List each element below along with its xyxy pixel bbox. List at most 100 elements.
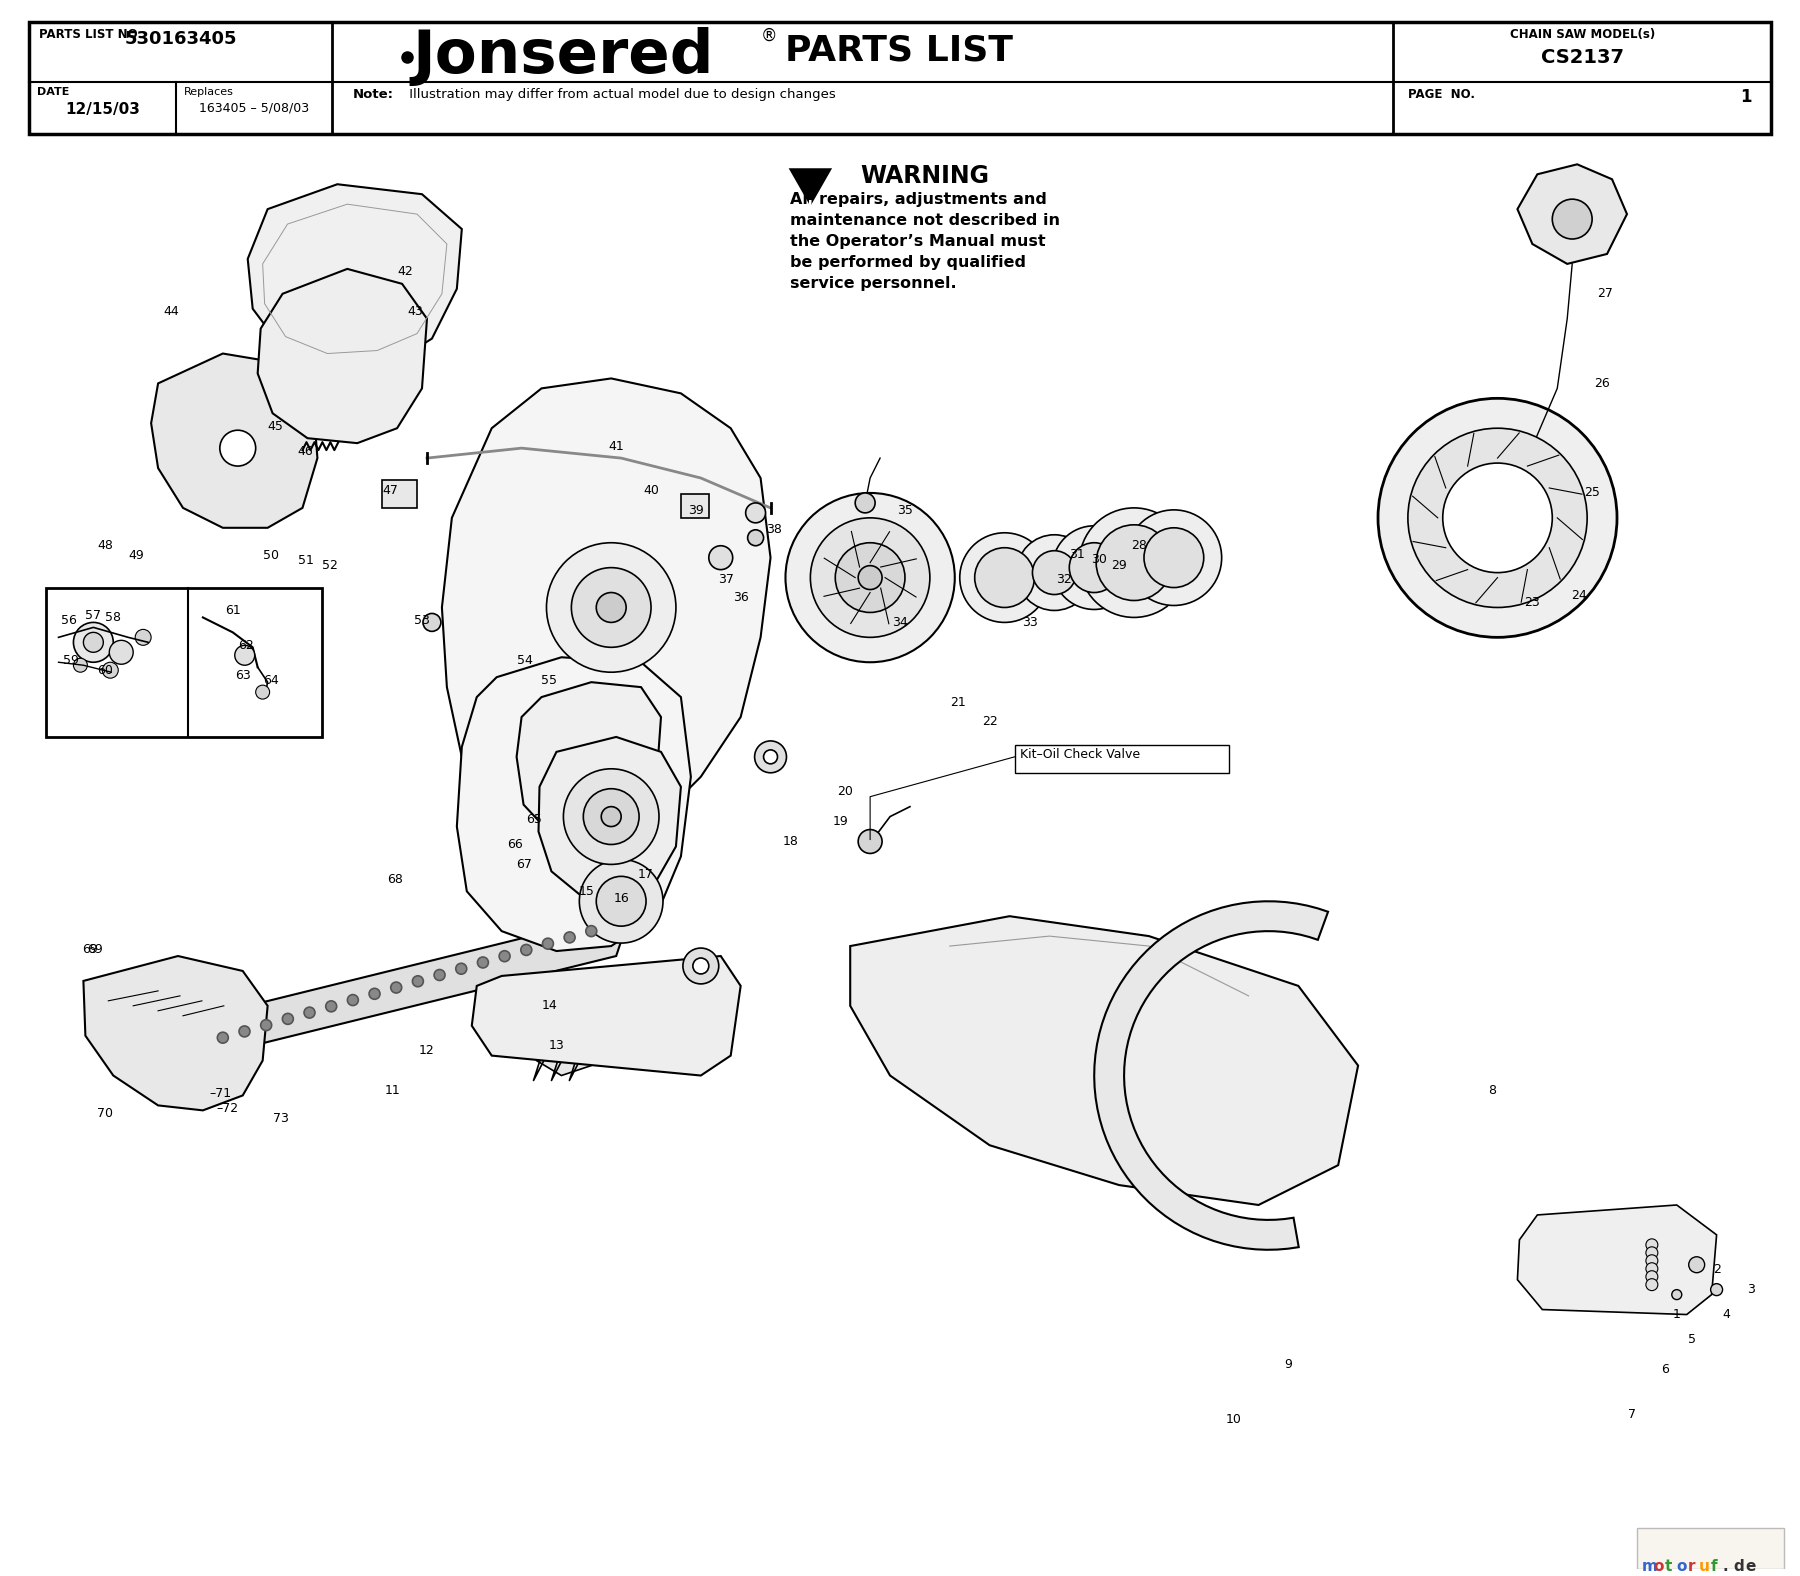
Text: o: o — [1676, 1559, 1687, 1573]
Text: 36: 36 — [733, 591, 749, 604]
Circle shape — [391, 982, 401, 993]
Text: 27: 27 — [1597, 287, 1613, 301]
Circle shape — [499, 950, 509, 961]
Polygon shape — [457, 657, 691, 950]
Circle shape — [542, 938, 553, 949]
Circle shape — [412, 976, 423, 987]
Text: 25: 25 — [1584, 487, 1600, 500]
Text: 1: 1 — [1741, 88, 1751, 106]
Text: Jonsered: Jonsered — [412, 27, 713, 85]
Circle shape — [563, 931, 574, 942]
Text: 60: 60 — [97, 663, 113, 676]
Text: 31: 31 — [1069, 548, 1085, 561]
Bar — [1015, 745, 1229, 772]
Circle shape — [1672, 1289, 1681, 1300]
Circle shape — [583, 788, 639, 845]
Polygon shape — [151, 353, 317, 528]
Circle shape — [220, 430, 256, 466]
Circle shape — [455, 963, 466, 974]
Text: All repairs, adjustments and: All repairs, adjustments and — [790, 192, 1048, 206]
Circle shape — [1053, 526, 1136, 610]
Circle shape — [601, 807, 621, 826]
Circle shape — [1127, 511, 1222, 605]
Text: 34: 34 — [893, 616, 907, 629]
Text: 15: 15 — [578, 884, 594, 898]
Text: 70: 70 — [97, 1106, 113, 1121]
Text: o: o — [1654, 1559, 1663, 1573]
Text: 12/15/03: 12/15/03 — [65, 101, 140, 117]
Text: 41: 41 — [608, 440, 625, 452]
Circle shape — [747, 530, 763, 545]
Text: 40: 40 — [643, 484, 659, 498]
Circle shape — [1688, 1256, 1705, 1273]
Text: 52: 52 — [322, 559, 338, 572]
Circle shape — [135, 629, 151, 645]
Circle shape — [74, 623, 113, 662]
Bar — [382, 481, 418, 507]
Text: WARNING: WARNING — [860, 164, 990, 188]
Polygon shape — [248, 184, 463, 369]
Text: 55: 55 — [542, 673, 558, 687]
Text: 30: 30 — [1091, 553, 1107, 566]
Circle shape — [1444, 463, 1552, 572]
Bar — [29, 22, 1771, 134]
Circle shape — [196, 1015, 225, 1043]
Text: 73: 73 — [272, 1111, 288, 1125]
Circle shape — [103, 662, 119, 678]
Text: e: e — [1744, 1559, 1755, 1573]
Text: 16: 16 — [614, 892, 628, 905]
Circle shape — [682, 949, 718, 983]
Text: Note:: Note: — [353, 88, 392, 101]
Text: 38: 38 — [765, 523, 781, 536]
Circle shape — [745, 503, 765, 523]
Text: 7: 7 — [1627, 1407, 1636, 1420]
Text: 62: 62 — [238, 638, 254, 652]
Text: 33: 33 — [1022, 616, 1037, 629]
Circle shape — [234, 645, 254, 665]
Bar — [680, 493, 709, 519]
Text: 64: 64 — [263, 673, 279, 687]
Text: 29: 29 — [1111, 559, 1127, 572]
Polygon shape — [472, 957, 740, 1075]
Circle shape — [693, 958, 709, 974]
Text: 67: 67 — [517, 857, 533, 872]
Text: r: r — [1688, 1559, 1696, 1573]
Text: m: m — [1642, 1559, 1658, 1573]
Circle shape — [434, 969, 445, 980]
Text: 68: 68 — [387, 873, 403, 886]
Circle shape — [859, 566, 882, 589]
Text: PARTS LIST: PARTS LIST — [785, 33, 1013, 68]
Circle shape — [1645, 1278, 1658, 1291]
Circle shape — [218, 1032, 229, 1043]
Text: 42: 42 — [398, 265, 412, 279]
Text: DATE: DATE — [36, 87, 68, 96]
Circle shape — [283, 1013, 293, 1024]
Text: !: ! — [806, 199, 814, 213]
Text: 8: 8 — [1489, 1084, 1496, 1097]
Circle shape — [1069, 542, 1120, 593]
Polygon shape — [83, 957, 268, 1111]
Text: 50: 50 — [263, 548, 279, 563]
Text: 32: 32 — [1057, 574, 1073, 586]
Circle shape — [596, 876, 646, 927]
Text: 69: 69 — [88, 942, 103, 955]
Text: 2: 2 — [1712, 1264, 1721, 1277]
Text: 20: 20 — [837, 785, 853, 797]
Text: d: d — [1733, 1559, 1744, 1573]
Text: 11: 11 — [383, 1084, 400, 1097]
Polygon shape — [524, 996, 601, 1075]
Circle shape — [835, 542, 905, 613]
Circle shape — [1033, 550, 1076, 594]
Circle shape — [754, 741, 787, 772]
Circle shape — [239, 1026, 250, 1037]
Circle shape — [563, 769, 659, 864]
Text: 26: 26 — [1595, 377, 1609, 389]
Circle shape — [83, 632, 103, 652]
Text: 59: 59 — [63, 654, 79, 667]
Text: CHAIN SAW MODEL(s): CHAIN SAW MODEL(s) — [1510, 28, 1654, 41]
Text: CS2137: CS2137 — [1541, 47, 1624, 66]
Text: 28: 28 — [1130, 539, 1147, 552]
Text: 6: 6 — [1661, 1363, 1669, 1376]
Circle shape — [859, 829, 882, 854]
Text: 9: 9 — [1285, 1359, 1292, 1371]
